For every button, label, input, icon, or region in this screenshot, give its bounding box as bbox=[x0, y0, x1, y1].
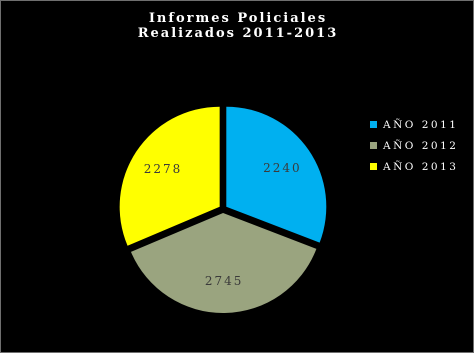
chart-title-line-1: Informes Policiales bbox=[148, 11, 328, 26]
chart-title-line-2: Realizados 2011-2013 bbox=[137, 26, 339, 41]
pie-slice-2013 bbox=[119, 106, 220, 246]
legend-swatch-2012 bbox=[370, 142, 377, 149]
legend-swatch-2013 bbox=[370, 163, 377, 170]
chart-legend: AÑO 2011 AÑO 2012 AÑO 2013 bbox=[370, 114, 458, 177]
data-label-2013: 2278 bbox=[144, 162, 183, 176]
data-label-2012: 2745 bbox=[205, 274, 244, 288]
legend-label-2013: AÑO 2013 bbox=[383, 160, 459, 173]
data-label-2011: 2240 bbox=[263, 161, 302, 175]
pie-slice-2012 bbox=[130, 212, 317, 313]
legend-item-2013: AÑO 2013 bbox=[370, 156, 458, 177]
legend-item-2011: AÑO 2011 bbox=[370, 114, 458, 135]
legend-label-2012: AÑO 2012 bbox=[383, 139, 459, 152]
pie-slice-2011 bbox=[226, 106, 327, 243]
legend-item-2012: AÑO 2012 bbox=[370, 135, 458, 156]
chart-title: Informes Policiales Realizados 2011-2013 bbox=[1, 11, 474, 41]
legend-swatch-2011 bbox=[370, 121, 377, 128]
legend-label-2011: AÑO 2011 bbox=[383, 118, 459, 131]
